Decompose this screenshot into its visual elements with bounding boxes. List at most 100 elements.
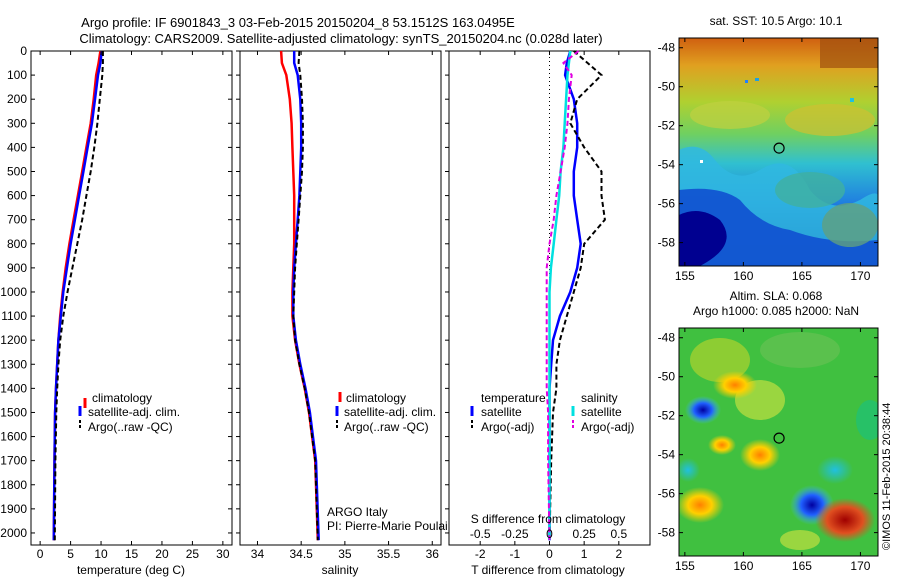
temperature-x-tick-label: 25 bbox=[186, 547, 200, 561]
salinity-satellite-diff-line bbox=[548, 50, 572, 541]
difference-xlabel: T difference from climatology bbox=[471, 563, 625, 577]
sst-heatmap bbox=[679, 38, 878, 266]
temperature-x-tick-label: 30 bbox=[216, 547, 230, 561]
depth-tick-label: 1500 bbox=[0, 405, 27, 419]
difference-xlabel-top: S difference from climatology bbox=[471, 512, 626, 526]
depth-tick-label: 1700 bbox=[0, 454, 27, 468]
salinity-x-tick-label: 35.5 bbox=[377, 547, 401, 561]
sla-map-title: Altim. SLA: 0.068 bbox=[730, 289, 823, 303]
figure-title-line1: Argo profile: IF 6901843_3 03-Feb-2015 2… bbox=[81, 15, 515, 30]
sdiff-x-tick-label: 0 bbox=[546, 527, 553, 541]
sst-map-frame bbox=[678, 37, 879, 267]
legend-label: Argo(-adj) bbox=[481, 420, 534, 434]
sdiff-x-tick-label: 0.5 bbox=[610, 527, 627, 541]
legend-label: satellite bbox=[581, 405, 622, 419]
lon-tick-label: 155 bbox=[675, 559, 695, 573]
legend-label: Argo(..raw -QC) bbox=[344, 420, 429, 434]
difference-panel: -2 -1 0 1 2 -0.5 -0.25 0 0.25 0.5 S difference fr… bbox=[448, 50, 651, 577]
temperature-series-line bbox=[52, 50, 103, 541]
salinity-argo-diff-line bbox=[545, 50, 580, 541]
depth-tick-label: 0 bbox=[20, 44, 27, 58]
depth-tick-label: 600 bbox=[7, 189, 27, 203]
depth-tick-label: 1600 bbox=[0, 430, 27, 444]
salinity-series-line bbox=[292, 50, 319, 541]
temperature-series-line bbox=[53, 51, 104, 541]
sdiff-x-tick-label: 0.25 bbox=[572, 527, 596, 541]
temperature-xlabel: temperature (deg C) bbox=[77, 563, 185, 577]
depth-tick-label: 1000 bbox=[0, 285, 27, 299]
lat-tick-label: -50 bbox=[658, 80, 676, 94]
sdiff-x-tick-label: -0.25 bbox=[501, 527, 529, 541]
lat-tick-label: -54 bbox=[658, 158, 676, 172]
temperature-legend: climatology satellite-adj. clim. Argo(..… bbox=[78, 391, 180, 434]
legend-label: Argo(-adj) bbox=[581, 420, 634, 434]
sla-map-subtitle: Argo h1000: 0.085 h2000: NaN bbox=[693, 304, 859, 318]
copyright-stamp: ©IMOS 11-Feb-2015 20:38:44 bbox=[881, 403, 893, 550]
depth-tick-label: 1400 bbox=[0, 381, 27, 395]
legend-label: climatology bbox=[92, 391, 152, 405]
depth-tick-label: 1200 bbox=[0, 333, 27, 347]
temperature-x-tick-label: 10 bbox=[94, 547, 108, 561]
depth-tick-label: 2000 bbox=[0, 526, 27, 540]
salinity-legend: climatology satellite-adj. clim. Argo(..… bbox=[335, 391, 436, 434]
lon-tick-label: 160 bbox=[733, 269, 753, 283]
lon-tick-label: 160 bbox=[733, 559, 753, 573]
legend-label: satellite bbox=[481, 405, 522, 419]
lat-tick-label: -48 bbox=[658, 41, 676, 55]
lat-tick-label: -52 bbox=[658, 409, 676, 423]
depth-tick-label: 1800 bbox=[0, 478, 27, 492]
legend-label: Argo(..raw -QC) bbox=[88, 420, 173, 434]
lat-tick-label: -50 bbox=[658, 370, 676, 384]
salinity-x-tick-label: 34.5 bbox=[289, 547, 313, 561]
lat-tick-label: -56 bbox=[658, 487, 676, 501]
temperature-x-tick-label: 5 bbox=[67, 547, 74, 561]
salinity-x-tick-label: 34 bbox=[251, 547, 265, 561]
sla-map-frame bbox=[678, 327, 879, 557]
tdiff-x-tick-label: 1 bbox=[581, 547, 588, 561]
legend-label: climatology bbox=[346, 391, 406, 405]
temperature-x-tick-label: 0 bbox=[37, 547, 44, 561]
salinity-x-tick-label: 35 bbox=[338, 547, 352, 561]
temperature-argo-diff-line bbox=[548, 50, 606, 541]
depth-tick-label: 1300 bbox=[0, 357, 27, 371]
depth-tick-label: 300 bbox=[7, 116, 27, 130]
legend-title-salinity: salinity bbox=[581, 391, 618, 405]
lon-tick-label: 170 bbox=[850, 559, 870, 573]
depth-tick-label: 900 bbox=[7, 261, 27, 275]
lat-tick-label: -48 bbox=[658, 331, 676, 345]
lat-tick-label: -58 bbox=[658, 236, 676, 250]
temperature-plot-frame bbox=[30, 50, 233, 546]
credit-pi: PI: Pierre-Marie Poulain bbox=[327, 519, 454, 533]
depth-tick-label: 1900 bbox=[0, 502, 27, 516]
depth-tick-label: 500 bbox=[7, 164, 27, 178]
lat-tick-label: -58 bbox=[658, 526, 676, 540]
sla-heatmap bbox=[679, 328, 878, 556]
lon-tick-label: 165 bbox=[792, 269, 812, 283]
sla-map-panel: Altim. SLA: 0.068 Argo h1000: 0.085 h200… bbox=[658, 289, 879, 573]
temperature-x-tick-label: 20 bbox=[155, 547, 169, 561]
temperature-panel: 0 5 10 15 20 25 300100200300400500600700800900… bbox=[0, 44, 650, 577]
tdiff-x-tick-label: 0 bbox=[546, 547, 553, 561]
lon-tick-label: 170 bbox=[850, 269, 870, 283]
depth-tick-label: 700 bbox=[7, 213, 27, 227]
salinity-panel: 34 34.5 35 35.5 36 salinity climatology sate… bbox=[239, 50, 454, 577]
float-position-marker bbox=[773, 142, 785, 154]
lon-tick-label: 155 bbox=[675, 269, 695, 283]
salinity-x-tick-label: 36 bbox=[426, 547, 440, 561]
sst-map-panel: sat. SST: 10.5 Argo: 10.1 155 160 165 170 -4… bbox=[658, 14, 879, 283]
tdiff-x-tick-label: -1 bbox=[510, 547, 521, 561]
lat-tick-label: -56 bbox=[658, 197, 676, 211]
sdiff-x-tick-label: -0.5 bbox=[470, 527, 491, 541]
lat-tick-label: -52 bbox=[658, 119, 676, 133]
depth-tick-label: 1100 bbox=[1, 309, 27, 323]
lon-tick-label: 165 bbox=[792, 559, 812, 573]
float-position-marker bbox=[773, 432, 785, 444]
legend-label: satellite-adj. clim. bbox=[344, 405, 436, 419]
salinity-plot-frame bbox=[239, 50, 442, 546]
salinity-xlabel: salinity bbox=[322, 563, 359, 577]
legend-label: satellite-adj. clim. bbox=[88, 405, 180, 419]
depth-tick-label: 800 bbox=[7, 237, 27, 251]
credit-agency: ARGO Italy bbox=[327, 505, 388, 519]
figure-title-line2: Climatology: CARS2009. Satellite-adjuste… bbox=[79, 31, 602, 46]
